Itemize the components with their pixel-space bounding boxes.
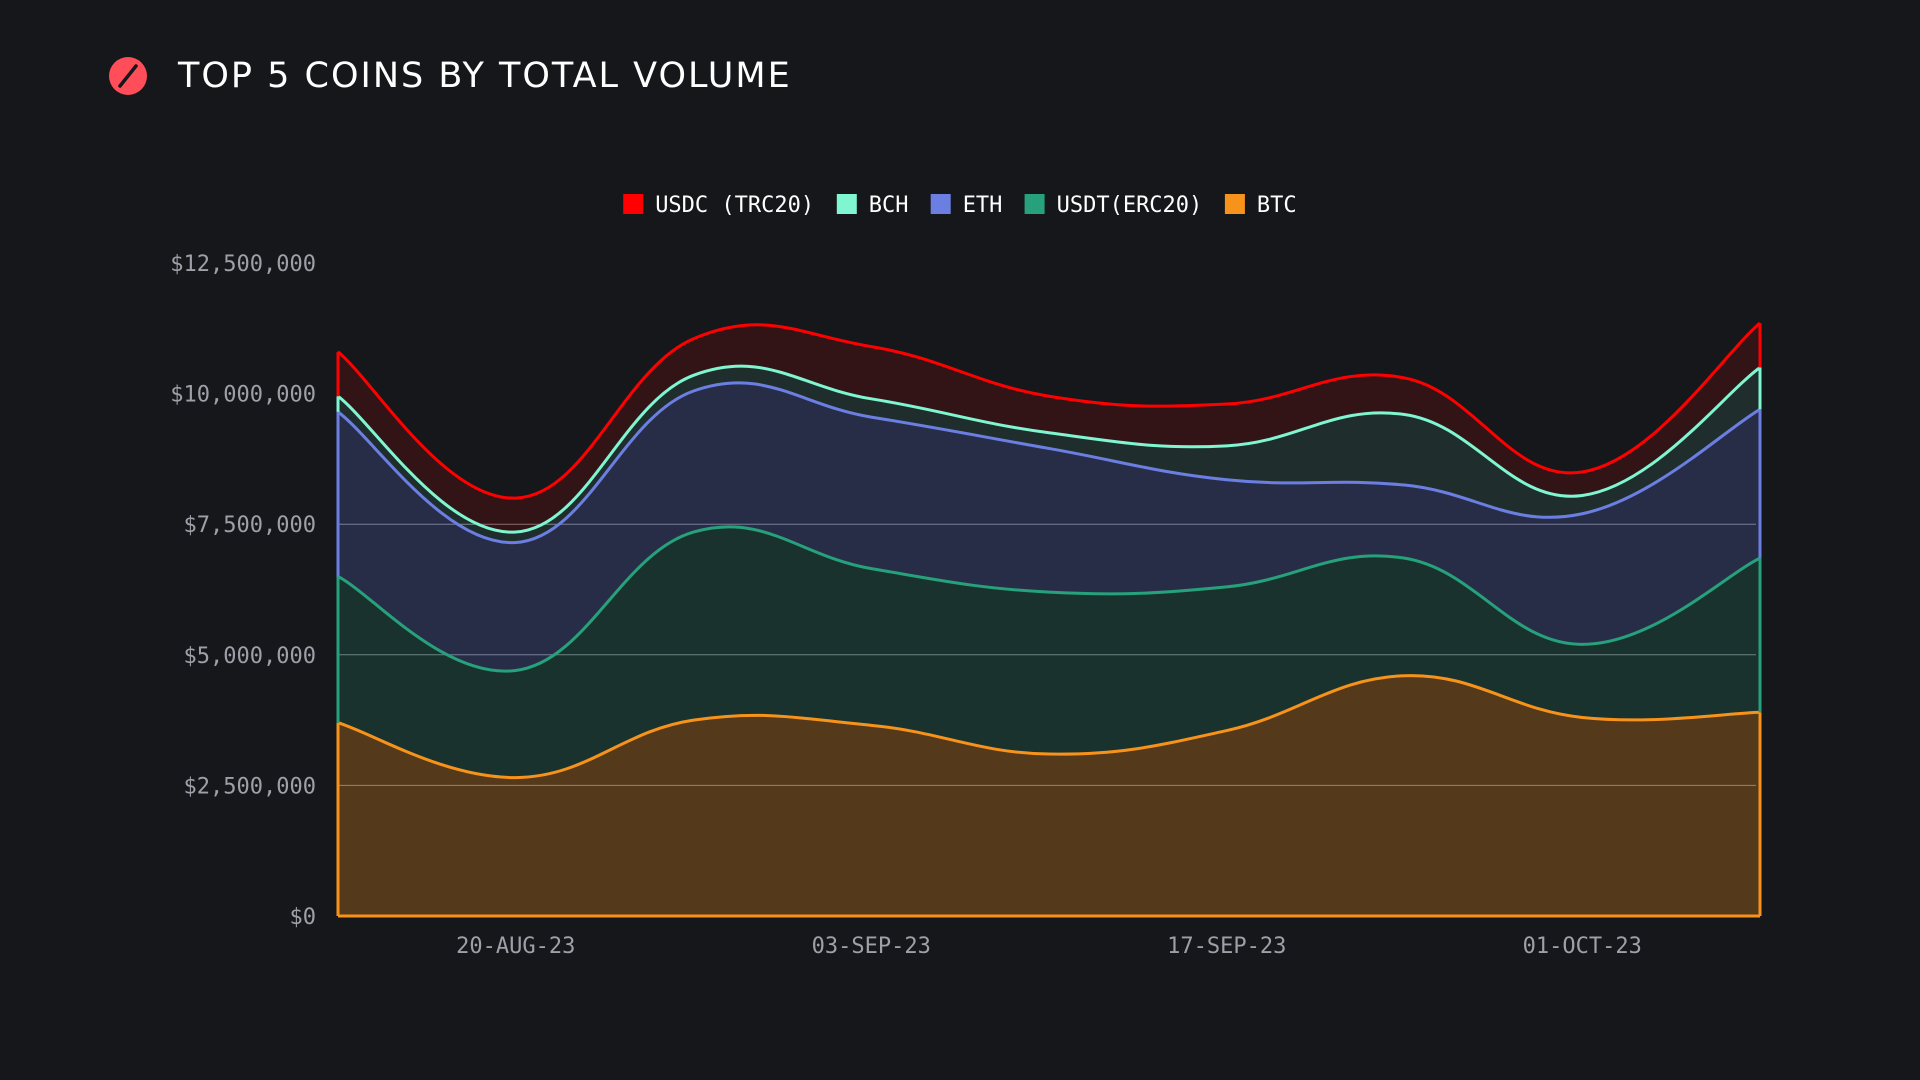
x-tick-label: 01-OCT-23 xyxy=(1523,934,1642,959)
legend-swatch xyxy=(1024,194,1045,214)
x-tick-label: 20-AUG-23 xyxy=(456,934,575,959)
gridlines xyxy=(338,523,1756,786)
y-tick-label: $5,000,000 xyxy=(184,644,316,669)
y-tick-label: $12,500,000 xyxy=(170,252,316,277)
legend-item-btc[interactable]: BTC xyxy=(1224,193,1297,218)
legend-item-bch[interactable]: BCH xyxy=(836,193,909,218)
legend-swatch xyxy=(1224,194,1245,214)
y-tick-label: $0 xyxy=(290,905,317,930)
y-tick-label: $2,500,000 xyxy=(184,774,316,799)
series-lines xyxy=(336,321,1762,918)
area-fills xyxy=(338,323,1760,916)
legend-swatch xyxy=(623,194,644,214)
legend-item-usdc-trc20-[interactable]: USDC (TRC20) xyxy=(623,193,814,218)
x-tick-label: 17-SEP-23 xyxy=(1167,934,1286,959)
y-tick-label: $7,500,000 xyxy=(184,513,316,538)
line-btc xyxy=(337,674,1761,780)
chart-header: TOP 5 COINS BY TOTAL VOLUME xyxy=(108,56,792,96)
chart-title: TOP 5 COINS BY TOTAL VOLUME xyxy=(178,56,792,96)
area-btc xyxy=(338,675,1760,916)
area-usdt-erc20- xyxy=(338,526,1760,778)
legend-label: USDC (TRC20) xyxy=(655,193,814,218)
legend-swatch xyxy=(930,194,951,214)
legend-label: BTC xyxy=(1257,193,1297,218)
legend-swatch xyxy=(836,194,857,214)
legend: USDC (TRC20) BCH ETH USDT(ERC20) BTC xyxy=(623,193,1297,218)
y-tick-label: $10,000,000 xyxy=(170,383,316,408)
line-bch xyxy=(337,364,1761,534)
area-bch xyxy=(338,366,1760,543)
axes: $0 $2,500,000 $5,000,000 $7,500,000 $10,000,… xyxy=(170,252,1642,959)
legend-item-usdt-erc20-[interactable]: USDT(ERC20) xyxy=(1024,193,1203,218)
legend-label: BCH xyxy=(869,193,909,218)
legend-label: USDT(ERC20) xyxy=(1057,193,1203,218)
line-usdc-trc20- xyxy=(337,321,1761,500)
line-eth xyxy=(337,381,1761,544)
area-usdc-trc20- xyxy=(338,323,1760,533)
area-eth xyxy=(338,382,1760,672)
legend-item-eth[interactable]: ETH xyxy=(930,193,1003,218)
line-usdt-erc20- xyxy=(337,525,1761,673)
x-tick-label: 03-SEP-23 xyxy=(812,934,931,959)
slash-circle-icon xyxy=(109,57,147,95)
legend-label: ETH xyxy=(963,193,1003,218)
